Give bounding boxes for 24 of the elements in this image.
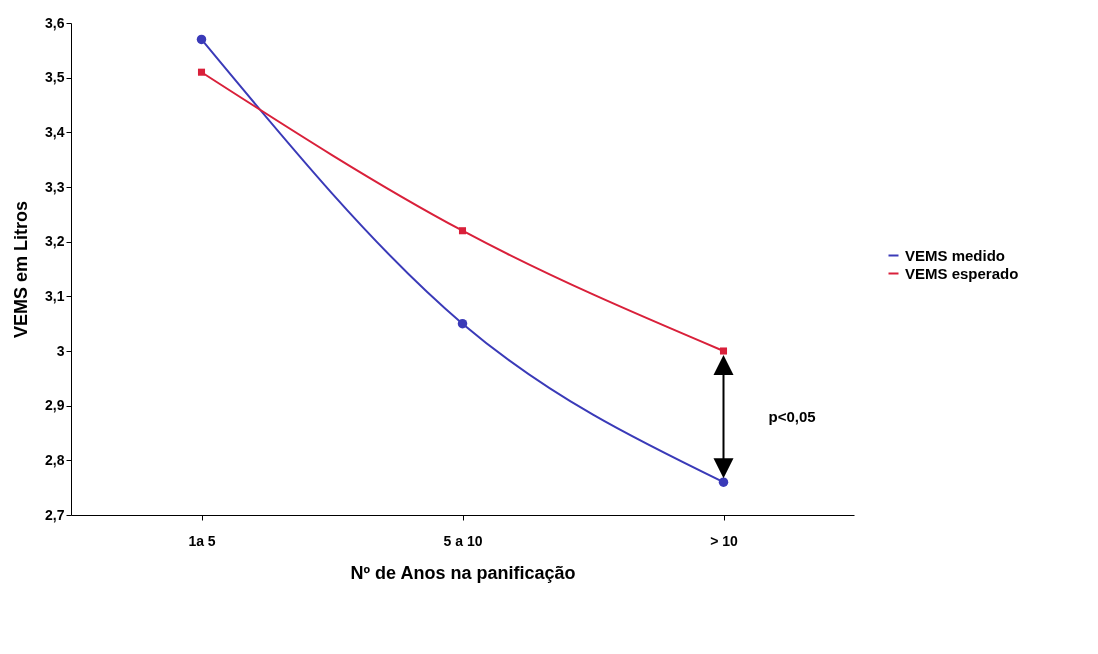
y-tick-label: 2,8 bbox=[45, 451, 65, 468]
x-tick-label: 5 a 10 bbox=[443, 532, 483, 549]
y-tick-label: 3,3 bbox=[45, 178, 65, 195]
y-tick-label: 2,7 bbox=[45, 506, 65, 523]
y-tick-label: 2,9 bbox=[45, 397, 65, 414]
y-tick-label: 3,1 bbox=[45, 287, 65, 304]
legend-label: VEMS medido bbox=[905, 246, 1006, 264]
point bbox=[196, 34, 207, 45]
point bbox=[458, 227, 467, 235]
point bbox=[718, 477, 729, 487]
x-tick-label: 1a 5 bbox=[188, 532, 216, 549]
point bbox=[197, 68, 206, 76]
x-axis-title: Nº de Anos na panificação bbox=[350, 562, 576, 583]
y-tick-label: 3,2 bbox=[45, 233, 65, 250]
y-tick-label: 3 bbox=[56, 342, 65, 359]
y-tick-label: 3,5 bbox=[45, 69, 65, 86]
y-axis-title: VEMS em Litros bbox=[11, 200, 32, 339]
x-tick-label: > 10 bbox=[710, 532, 739, 549]
point bbox=[457, 318, 468, 329]
y-tick-label: 3,6 bbox=[45, 14, 65, 31]
legend-label: VEMS esperado bbox=[905, 264, 1019, 282]
y-tick-label: 3,4 bbox=[45, 123, 65, 140]
point bbox=[719, 347, 728, 355]
annotation: p<0,05 bbox=[768, 407, 816, 425]
